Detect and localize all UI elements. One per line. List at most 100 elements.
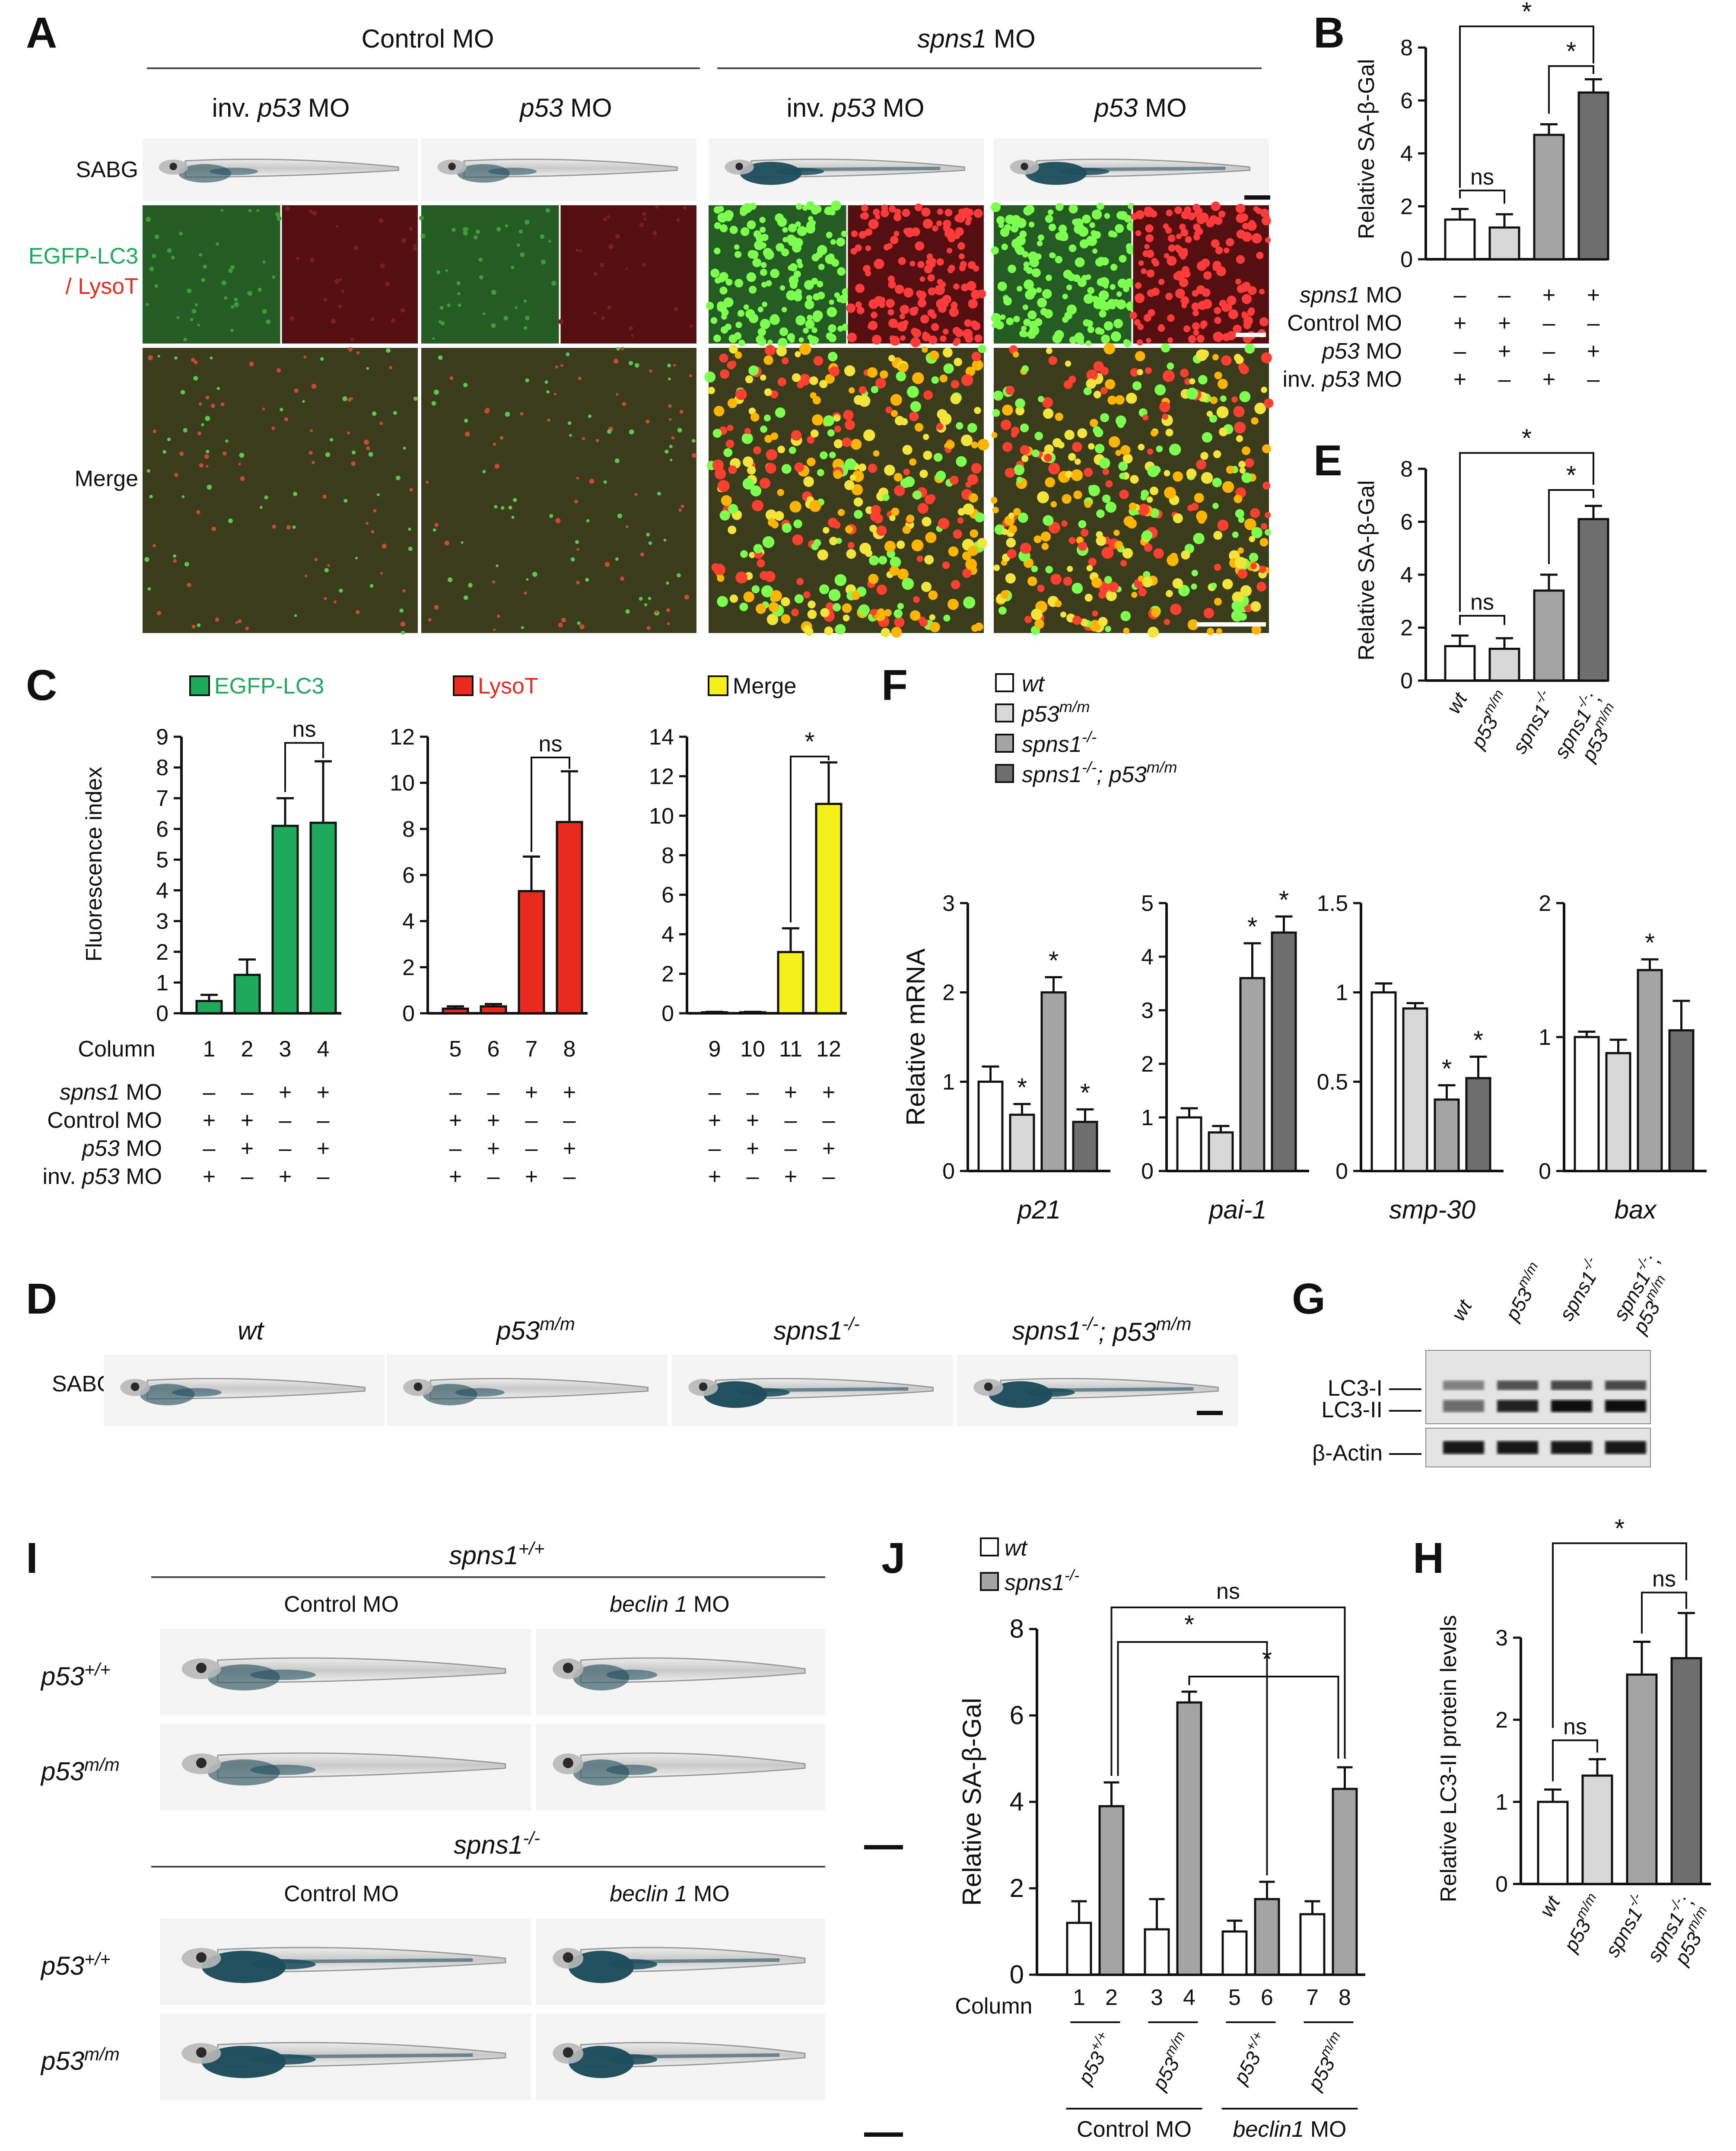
fluorescent-puncta [894,208,901,216]
fish-yolk-extension [250,1670,316,1680]
fluorescent-puncta [1198,375,1208,385]
fluorescent-puncta [370,317,375,321]
fluorescent-puncta [961,374,973,386]
fluorescent-puncta [902,209,910,217]
fluorescent-puncta [286,525,291,530]
fluorescent-puncta [749,552,755,558]
fluorescent-puncta [259,506,263,509]
matrix-mark: + [1453,367,1466,392]
fluorescent-puncta [993,564,1000,571]
fluorescent-puncta [991,432,998,439]
fluorescent-puncta [820,608,830,617]
fluorescent-puncta [1193,533,1205,544]
fluorescent-puncta [147,587,151,591]
fluorescent-puncta [1089,222,1095,228]
fluorescent-puncta [719,353,728,363]
fluorescent-puncta [157,355,160,358]
fluorescent-puncta [1110,264,1118,271]
fluorescent-puncta [766,280,772,286]
fluorescent-puncta [1077,428,1087,439]
fluorescent-puncta [844,365,855,376]
fluorescent-puncta [201,423,204,426]
fluorescent-puncta [331,318,336,324]
y-axis-label: Relative SA-β-Gal [1354,480,1379,660]
fluorescent-puncta [1098,617,1108,627]
fluorescent-puncta [813,539,821,547]
fluorescent-puncta [770,269,779,278]
fluorescent-puncta [781,614,791,624]
fluorescent-puncta [841,230,848,237]
fluorescent-puncta [712,429,722,438]
fluorescent-puncta [305,574,308,577]
fluorescent-puncta [943,614,951,622]
matrix-row-label: Control MO [1287,311,1402,336]
fluorescent-puncta [902,445,913,455]
lane-label: p53m/m [1497,1259,1550,1325]
fluorescent-puncta [769,315,780,325]
fluorescent-puncta [413,244,417,247]
x-tick-label: p53m/m [1463,687,1516,753]
fluorescent-puncta [956,456,967,467]
fluorescent-puncta [478,258,483,262]
fluorescent-puncta [795,351,801,357]
fluorescent-puncta [992,506,999,513]
band-label: LC3-I [1328,1376,1383,1401]
fluorescent-puncta [312,461,315,465]
fluorescent-puncta [1226,238,1234,247]
fluorescent-puncta [440,321,445,326]
fluorescent-puncta [1084,500,1092,508]
fluorescent-puncta [373,509,377,512]
fluorescent-puncta [778,337,788,348]
fluorescent-puncta [913,490,922,500]
fluorescent-puncta [813,337,819,344]
fluorescent-puncta [729,344,738,354]
matrix-mark: + [1542,283,1555,308]
fluorescent-puncta [1129,312,1137,319]
gene-label: bax [1615,1195,1657,1224]
fluorescent-puncta [604,562,610,567]
fluorescent-puncta [943,328,949,335]
fluorescent-puncta [289,316,295,321]
fluorescent-puncta [1003,297,1012,305]
y-tick-label: 0 [1495,1872,1508,1897]
fluorescent-puncta [828,352,838,362]
fluorescent-puncta [1019,330,1027,337]
fluorescent-puncta [1022,251,1029,258]
fluorescent-puncta [820,451,828,459]
bracket [790,755,830,923]
fluorescent-puncta [1097,202,1104,210]
fluorescent-puncta [1235,509,1244,519]
fluorescent-puncta [893,213,902,222]
fluorescent-puncta [210,356,213,360]
fluorescent-puncta [1031,268,1041,277]
fluorescent-puncta [927,274,935,282]
fluorescent-puncta [924,555,934,565]
fluorescent-puncta [521,626,524,629]
fluorescent-puncta [325,452,331,457]
bracket-label: * [1566,37,1576,66]
fluorescent-puncta [777,377,787,386]
fluorescent-puncta [863,264,871,273]
bar [701,1011,728,1015]
fluorescent-puncta [203,264,207,269]
fluorescent-puncta [1216,628,1222,634]
bracket-ns [1110,1607,1346,1776]
column-number: 2 [1105,1985,1118,2010]
fluorescent-puncta [1146,337,1151,343]
fluorescent-puncta [575,540,579,544]
fluorescent-puncta [1159,401,1170,413]
fluorescent-puncta [833,439,843,449]
fluorescent-puncta [463,231,468,236]
fluorescent-puncta [1078,226,1089,237]
bracket-label: * [1522,0,1532,26]
fluorescent-puncta [915,241,925,251]
fluorescent-puncta [238,462,241,465]
fluorescent-puncta [1028,287,1037,296]
fluorescent-puncta [1131,592,1138,598]
fluorescent-puncta [973,209,983,218]
egfp-lc3-image [706,200,850,348]
matrix-mark: – [449,1080,462,1105]
fluorescent-puncta [871,312,878,318]
fluorescent-puncta [667,622,670,625]
fluorescent-puncta [1006,317,1014,325]
